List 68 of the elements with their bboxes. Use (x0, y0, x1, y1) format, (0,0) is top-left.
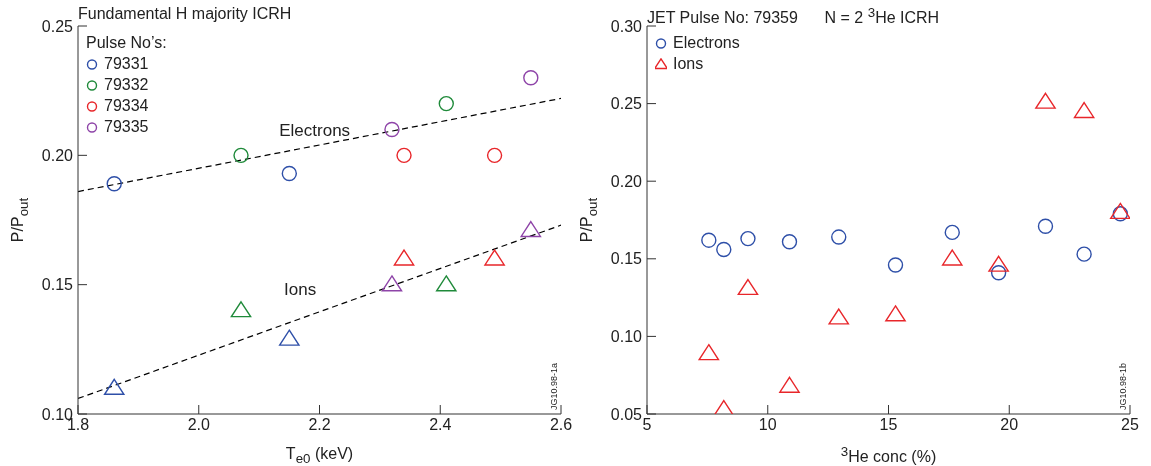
point (384, 121, 400, 138)
legend-label: 79334 (104, 96, 149, 116)
point (230, 301, 252, 318)
point (484, 249, 505, 266)
point (381, 275, 403, 292)
y-tick-label: 0.30 (610, 17, 643, 35)
annotation: JG10.98-1b (1118, 362, 1128, 410)
point (701, 232, 717, 248)
point (278, 329, 300, 346)
annotation: Electrons (279, 120, 351, 141)
point (281, 165, 298, 182)
chart-title: JET Pulse No: 79359 N = 2 $^{3}$He ICRH (647, 5, 940, 28)
point (737, 278, 759, 296)
chart-title: Fundamental H majority ICRH (78, 5, 292, 23)
point (1112, 206, 1129, 222)
y-tick-label: 0.05 (610, 405, 643, 423)
y-tick-label: 0.20 (610, 172, 643, 190)
x-tick-label: 15 (879, 416, 898, 434)
y-tick-label: 0.25 (610, 95, 643, 113)
x-tick-label: 2.4 (429, 416, 452, 434)
x-axis-title: $^{3}$He conc (%) (839, 443, 938, 466)
y-tick-label: 0.10 (610, 328, 643, 346)
x-tick-label: 10 (758, 416, 777, 434)
point (438, 95, 454, 112)
point (520, 220, 542, 238)
point (781, 234, 798, 250)
point (396, 147, 412, 164)
point (779, 376, 800, 393)
legend-title: Pulse No’s: (86, 33, 167, 53)
point (1037, 218, 1054, 234)
point (698, 344, 720, 361)
y-tick-label: 0.25 (41, 17, 74, 35)
x-tick-label: 2.0 (187, 416, 210, 434)
x-tick-label: 5 (642, 416, 652, 434)
annotation: JG10.98-1a (549, 362, 559, 410)
y-tick-label: 0.20 (41, 147, 74, 165)
point (435, 275, 457, 292)
annotation: Ions (284, 279, 317, 300)
legend-label: Electrons (673, 33, 740, 53)
point (716, 241, 732, 258)
point (106, 176, 122, 192)
point (885, 305, 906, 322)
point (944, 224, 960, 241)
y-tick-label: 0.15 (41, 276, 74, 294)
point (740, 230, 756, 247)
point (887, 257, 904, 273)
x-tick-label: 20 (1000, 416, 1019, 434)
point (831, 229, 847, 245)
legend-label: 79335 (104, 117, 149, 137)
point (233, 147, 249, 164)
point (990, 265, 1007, 281)
point (486, 147, 503, 164)
y-tick-label: 0.15 (610, 250, 643, 268)
x-tick-label: 2.2 (308, 416, 331, 434)
point (941, 249, 963, 266)
point (1076, 246, 1092, 262)
legend-label: 79331 (104, 54, 149, 74)
point (828, 308, 850, 325)
x-axis-title: T$_{e0}$ (keV) (284, 444, 355, 466)
point (988, 255, 1009, 272)
legend-label: 79332 (104, 75, 149, 95)
point (523, 70, 539, 86)
point (393, 249, 415, 266)
point (103, 378, 125, 395)
x-tick-label: 2.6 (549, 416, 573, 434)
legend-label: Ions (673, 54, 704, 74)
point (1110, 202, 1130, 220)
x-tick-label: 25 (1121, 416, 1139, 434)
